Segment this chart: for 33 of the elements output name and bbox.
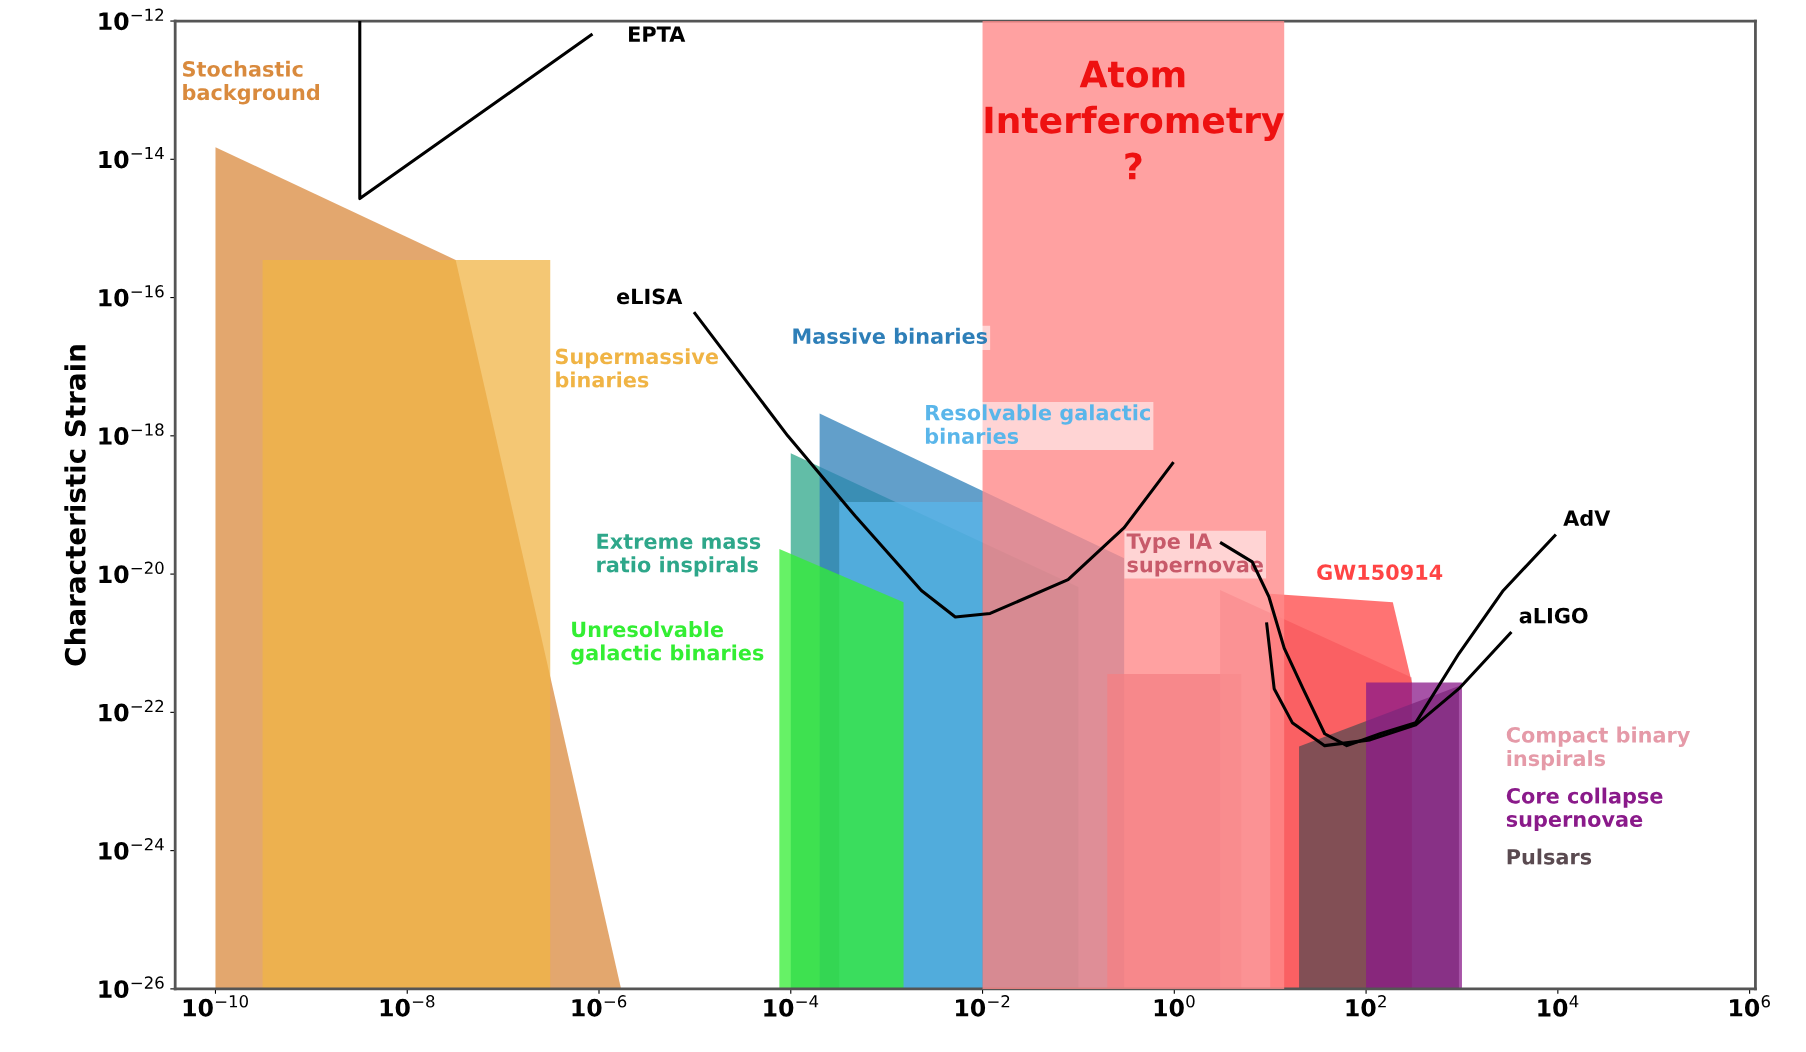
x-tick-label: 10$^{−6}$ bbox=[572, 995, 627, 1017]
y-tick-label: 10$^{−20}$ bbox=[99, 561, 164, 584]
x-tick-label: 10$^{6}$ bbox=[1730, 995, 1770, 1017]
y-tick-label: 10$^{−24}$ bbox=[99, 838, 164, 860]
y-tick-label: 10$^{−26}$ bbox=[99, 976, 164, 999]
x-tick-label: 10$^{2}$ bbox=[1346, 995, 1386, 1017]
text: Massive binaries bbox=[793, 327, 988, 344]
series-label: AdV bbox=[1563, 509, 1611, 527]
band-label: Atom Interferometry ? bbox=[985, 60, 1284, 180]
y-tick-label: 10$^{−12}$ bbox=[99, 8, 164, 31]
series-label: Supermassive binaries bbox=[555, 348, 719, 388]
y-axis-title: Characteristic Strain bbox=[64, 345, 86, 666]
series-label: GW150914 bbox=[1317, 564, 1443, 581]
y-tick-label: 10$^{−16}$ bbox=[99, 285, 164, 307]
text: Resolvable galactic binaries bbox=[925, 404, 1150, 444]
x-tick-label: 10$^{−8}$ bbox=[380, 995, 435, 1017]
x-tick-label: 10$^{0}$ bbox=[1154, 995, 1195, 1017]
series-label: aLIGO bbox=[1519, 607, 1588, 624]
text: Pulsars bbox=[1507, 848, 1592, 865]
series-label: Extreme mass ratio inspirals bbox=[597, 533, 761, 577]
y-tick-label: 10$^{−14}$ bbox=[99, 147, 164, 169]
text: Compact binary inspirals bbox=[1506, 726, 1691, 771]
x-tick-label: 10$^{−4}$ bbox=[764, 995, 819, 1017]
x-tick-label: 10$^{4}$ bbox=[1538, 995, 1579, 1017]
x-tick-label: 10$^{−10}$ bbox=[183, 995, 248, 1017]
text: Stochastic background bbox=[183, 60, 320, 105]
series-label: Unresolvable galactic binaries bbox=[571, 621, 764, 665]
y-tick-label: 10$^{−22}$ bbox=[99, 699, 164, 722]
series-label: eLISA bbox=[616, 288, 683, 305]
text: Core collapse supernovae bbox=[1506, 787, 1663, 832]
series-label: EPTA bbox=[629, 26, 686, 42]
x-tick-label: 10$^{−2}$ bbox=[956, 995, 1010, 1017]
y-tick-label: 10$^{−18}$ bbox=[99, 423, 164, 445]
